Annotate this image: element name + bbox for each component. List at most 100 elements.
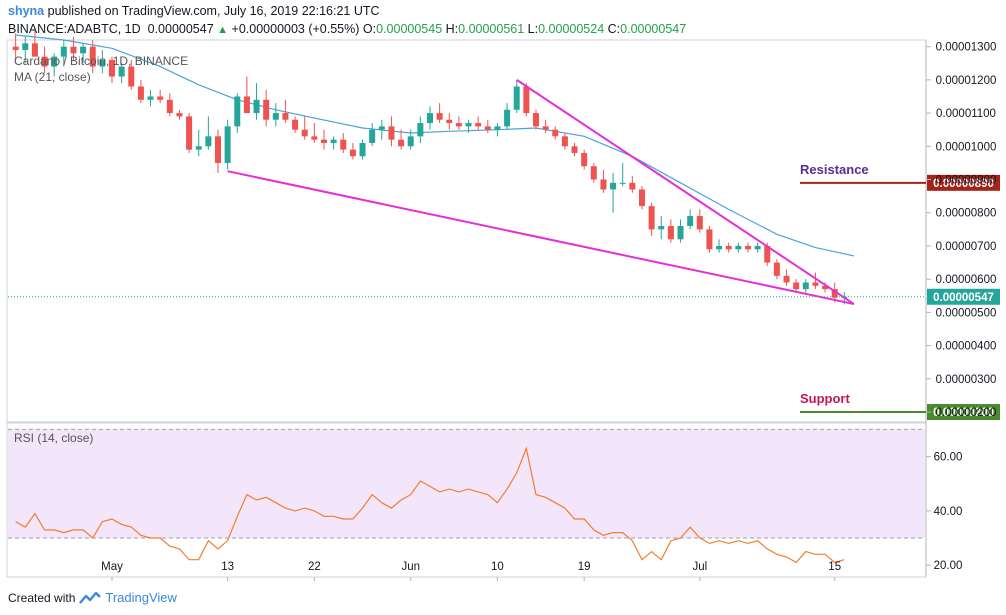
candle-body (677, 226, 684, 240)
rsi-tick-label: 20.00 (934, 560, 963, 572)
last-price-badge-label: 0.00000547 (933, 292, 994, 304)
price-tick-label: 0.00001300 (936, 42, 997, 54)
candle (166, 93, 173, 117)
candle-body (320, 139, 327, 143)
candle (128, 59, 135, 90)
candle-body (561, 136, 568, 147)
candle (214, 129, 221, 173)
tradingview-logo-icon (79, 591, 102, 604)
time-tick-label: 22 (308, 561, 321, 573)
candle-body (773, 262, 780, 276)
candle-body (610, 182, 617, 190)
candle (340, 133, 347, 153)
level-badge-label: 0.00000200 (933, 407, 994, 419)
candle-body (128, 66, 135, 87)
candle (282, 99, 289, 124)
candle-body (465, 123, 472, 127)
high-value: 0.00000561 (458, 22, 525, 36)
candle (118, 63, 125, 84)
candle (455, 116, 462, 130)
candle (109, 56, 115, 84)
candle-body (340, 139, 347, 150)
candle-body (590, 166, 597, 180)
candle (41, 46, 48, 74)
candle-body (378, 126, 385, 130)
candle-body (263, 99, 270, 120)
candle (60, 40, 67, 67)
candle (330, 136, 337, 150)
time-tick-label: 19 (578, 561, 591, 573)
candle (253, 83, 260, 120)
time-tick-label: 13 (221, 561, 234, 573)
open-label: O: (362, 22, 377, 36)
candles[interactable] (12, 30, 848, 305)
candle-body (475, 123, 482, 127)
candle-body (648, 206, 655, 230)
time-tick-label: 15 (828, 561, 841, 573)
candle-body (311, 136, 318, 140)
candle-body (523, 86, 530, 114)
candle-body (571, 146, 578, 153)
ma-layer (15, 34, 855, 257)
price-tick-label: 0.00001100 (936, 108, 996, 120)
candle-body (831, 289, 838, 298)
candle-body (687, 216, 694, 227)
candle-body (436, 113, 443, 120)
candle-body (667, 226, 674, 240)
candle (272, 103, 279, 127)
tradingview-brand[interactable]: TradingView (105, 590, 177, 605)
candle-body (282, 113, 289, 120)
candle-body (716, 245, 723, 250)
price-tick-label: 0.00000300 (936, 374, 997, 386)
level-lines[interactable]: Resistance 0.00000890 Support 0.00000200 0.0… (8, 162, 1000, 421)
ma-line (15, 34, 855, 257)
candle-body (118, 66, 125, 77)
candle (716, 239, 723, 253)
time-tick-label: 10 (491, 561, 504, 573)
candle-body (31, 43, 38, 57)
candle (802, 279, 809, 293)
candle (378, 119, 385, 140)
candle-body (494, 126, 501, 130)
ma-legend: MA (21, close) (14, 70, 91, 84)
candle (436, 103, 443, 124)
candle (417, 116, 424, 143)
price-change: +0.00000003 (+0.55%) (231, 22, 360, 36)
candle (12, 33, 19, 60)
candle (610, 172, 617, 213)
candle (243, 76, 250, 114)
candle-body (581, 152, 588, 167)
candle (349, 142, 356, 160)
candle (706, 226, 713, 253)
time-tick-label: May (101, 561, 123, 573)
candle (359, 139, 366, 160)
candle (504, 103, 511, 130)
candle (677, 219, 684, 243)
published-text: published on TradingView.com, July 16, 2… (47, 4, 380, 18)
candle (793, 279, 800, 293)
candle (629, 176, 636, 193)
candle (475, 116, 482, 130)
candle-body (793, 282, 800, 290)
candle-body (147, 96, 154, 100)
candle-body (272, 113, 279, 120)
candle (590, 162, 597, 183)
candle (783, 269, 790, 286)
candle-body (783, 275, 790, 283)
candle (523, 83, 530, 117)
author-name[interactable]: shyna (8, 4, 45, 18)
candle (532, 109, 539, 130)
candle-body (60, 46, 67, 57)
candle (542, 119, 549, 134)
low-label: L: (527, 22, 539, 36)
created-with-text: Created with (8, 590, 76, 605)
candle-body (109, 59, 115, 77)
candle-body (812, 282, 819, 286)
candle-body (735, 245, 742, 250)
candle (571, 142, 578, 157)
candle-body (369, 129, 376, 143)
level-badge (927, 404, 1000, 421)
trendlines[interactable] (227, 79, 855, 306)
candle (99, 49, 106, 74)
